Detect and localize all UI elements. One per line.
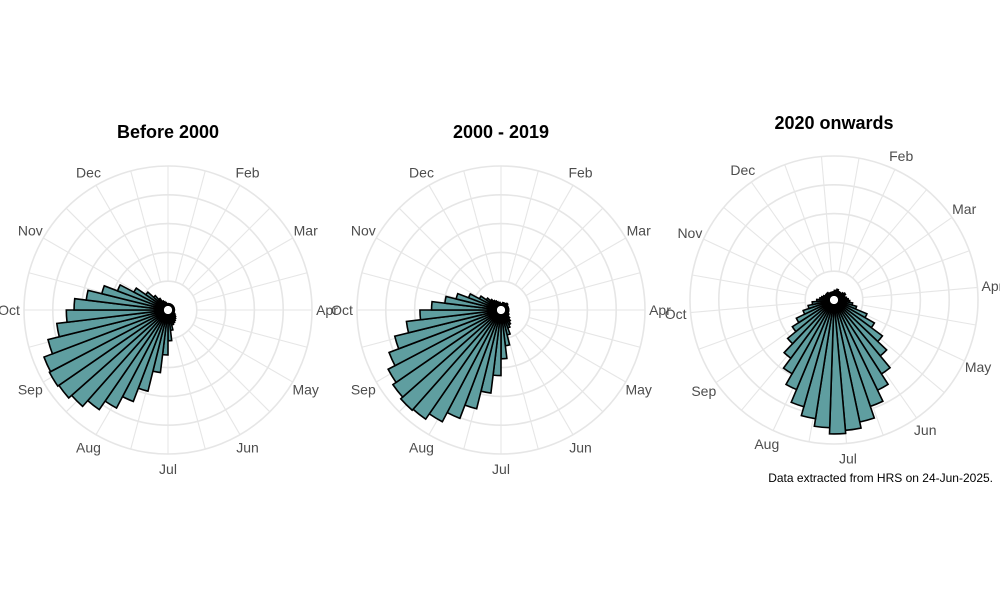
grid-spoke <box>181 334 241 435</box>
grid-spoke <box>520 207 604 291</box>
grid-spoke <box>398 207 482 291</box>
grid-spoke <box>361 272 474 304</box>
panel-title: 2020 onwards <box>774 113 893 133</box>
month-label-aug: Aug <box>754 436 779 452</box>
grid-spoke <box>857 216 953 284</box>
grid-spoke <box>862 286 978 299</box>
month-label-jun: Jun <box>236 440 259 456</box>
month-label-nov: Nov <box>351 223 376 239</box>
panel-before-2000: Before 2000 Dec Feb Mar Apr May Jun Jul Aug Sep O… <box>0 122 338 477</box>
grid-spoke <box>820 156 833 272</box>
month-labels: Dec Feb Mar Apr May Jun Jul Aug Sep Oct Nov <box>665 148 1000 467</box>
month-label-aug: Aug <box>409 440 434 456</box>
month-label-oct: Oct <box>331 302 353 318</box>
month-label-jul: Jul <box>492 461 510 477</box>
grid-spoke <box>692 274 806 296</box>
month-label-jun: Jun <box>569 440 592 456</box>
polar-grid <box>356 165 646 455</box>
grid-spoke <box>174 170 206 283</box>
bars <box>782 288 892 435</box>
month-label-mar: Mar <box>627 223 651 239</box>
month-label-mar: Mar <box>952 201 976 217</box>
grid-spoke <box>187 207 271 291</box>
month-label-dec: Dec <box>76 164 101 180</box>
month-label-oct: Oct <box>0 302 20 318</box>
grid-spoke <box>130 170 162 283</box>
grid-spoke <box>690 301 806 314</box>
month-label-nov: Nov <box>677 225 702 241</box>
grid-circle <box>689 155 979 445</box>
month-label-may: May <box>292 382 318 398</box>
month-label-mar: Mar <box>294 223 318 239</box>
grid-spoke <box>862 304 976 326</box>
panel-title: 2000 - 2019 <box>453 122 549 142</box>
month-label-jul: Jul <box>839 450 857 466</box>
grid-spoke <box>528 316 641 348</box>
panel-2000-2019: 2000 - 2019 Dec Feb Mar Apr May Jun Jul Aug Sep O… <box>331 122 671 477</box>
bar <box>499 302 502 306</box>
grid-spoke <box>463 170 495 283</box>
grid-spoke <box>852 189 927 279</box>
grid-spoke <box>525 237 626 297</box>
grid-spoke <box>507 170 539 283</box>
grid-spoke <box>43 237 144 297</box>
month-label-apr: Apr <box>649 302 671 318</box>
grid-spoke <box>514 185 574 286</box>
month-label-feb: Feb <box>568 164 592 180</box>
grid-spoke <box>428 185 488 286</box>
grid-spoke <box>703 238 809 289</box>
panel-title: Before 2000 <box>117 122 219 142</box>
grid-spoke <box>698 309 808 350</box>
grid-spoke <box>784 164 825 274</box>
grid-spoke <box>528 272 641 304</box>
bar <box>831 291 835 297</box>
grid-spoke <box>860 250 970 291</box>
grid-spoke <box>195 316 308 348</box>
month-label-may: May <box>625 382 651 398</box>
month-label-sep: Sep <box>18 382 43 398</box>
grid-spoke <box>750 181 818 277</box>
grid-spoke <box>195 272 308 304</box>
month-label-apr: Apr <box>316 302 338 318</box>
month-label-feb: Feb <box>889 148 913 164</box>
month-label-sep: Sep <box>351 382 376 398</box>
grid-spoke <box>520 329 604 413</box>
month-label-aug: Aug <box>76 440 101 456</box>
panel-2020-onwards: 2020 onwards Dec Feb Mar Apr May Jun Jul Aug Sep… <box>665 113 1000 466</box>
grid-spoke <box>507 337 539 450</box>
month-label-apr: Apr <box>982 278 1000 294</box>
grid-spoke <box>723 207 813 282</box>
bars <box>387 292 512 423</box>
grid-spoke <box>845 169 896 275</box>
month-label-feb: Feb <box>235 164 259 180</box>
month-label-may: May <box>965 359 991 375</box>
month-label-sep: Sep <box>691 383 716 399</box>
month-labels: Dec Feb Mar Apr May Jun Jul Aug Sep Oct Nov <box>331 164 671 477</box>
bar <box>166 302 169 306</box>
grid-spoke <box>838 158 860 272</box>
data-source-caption: Data extracted from HRS on 24-Jun-2025. <box>768 471 993 485</box>
grid-spoke <box>376 237 477 297</box>
month-label-nov: Nov <box>18 223 43 239</box>
grid-spoke <box>181 185 241 286</box>
month-label-dec: Dec <box>409 164 434 180</box>
grid-spoke <box>174 337 206 450</box>
month-label-oct: Oct <box>665 306 687 322</box>
grid-spoke <box>95 185 155 286</box>
month-labels: Dec Feb Mar Apr May Jun Jul Aug Sep Oct Nov <box>0 164 338 477</box>
month-label-jul: Jul <box>159 461 177 477</box>
grid-spoke <box>187 329 271 413</box>
grid-spoke <box>859 311 965 362</box>
month-label-dec: Dec <box>730 162 755 178</box>
bars <box>42 283 177 411</box>
grid-spoke <box>514 334 574 435</box>
grid-spoke <box>192 323 293 383</box>
grid-spoke <box>525 323 626 383</box>
month-label-jun: Jun <box>914 422 937 438</box>
grid-spoke <box>192 237 293 297</box>
grid-spoke <box>65 207 149 291</box>
